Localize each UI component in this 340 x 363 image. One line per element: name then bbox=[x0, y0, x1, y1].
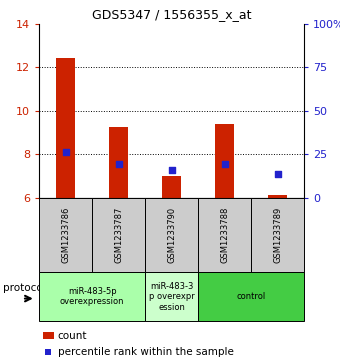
Text: protocol: protocol bbox=[3, 283, 46, 293]
Text: GSM1233789: GSM1233789 bbox=[273, 207, 282, 263]
Bar bbox=[269, 195, 287, 198]
Text: GSM1233786: GSM1233786 bbox=[61, 207, 70, 263]
Bar bbox=[216, 125, 234, 198]
Title: GDS5347 / 1556355_x_at: GDS5347 / 1556355_x_at bbox=[92, 8, 252, 21]
Point bbox=[116, 161, 121, 167]
Point bbox=[275, 171, 280, 177]
Text: count: count bbox=[58, 331, 87, 341]
Bar bbox=[56, 58, 75, 198]
Bar bbox=[109, 127, 128, 198]
Point bbox=[169, 167, 174, 173]
Text: miR-483-3
p overexpr
ession: miR-483-3 p overexpr ession bbox=[149, 282, 194, 312]
Text: GSM1233788: GSM1233788 bbox=[220, 207, 229, 263]
Text: GSM1233787: GSM1233787 bbox=[114, 207, 123, 263]
Text: GSM1233790: GSM1233790 bbox=[167, 207, 176, 263]
Text: miR-483-5p
overexpression: miR-483-5p overexpression bbox=[60, 287, 124, 306]
Text: percentile rank within the sample: percentile rank within the sample bbox=[58, 347, 234, 357]
Point bbox=[222, 161, 227, 167]
Text: control: control bbox=[237, 292, 266, 301]
Bar bbox=[163, 176, 181, 198]
Point bbox=[63, 149, 68, 155]
